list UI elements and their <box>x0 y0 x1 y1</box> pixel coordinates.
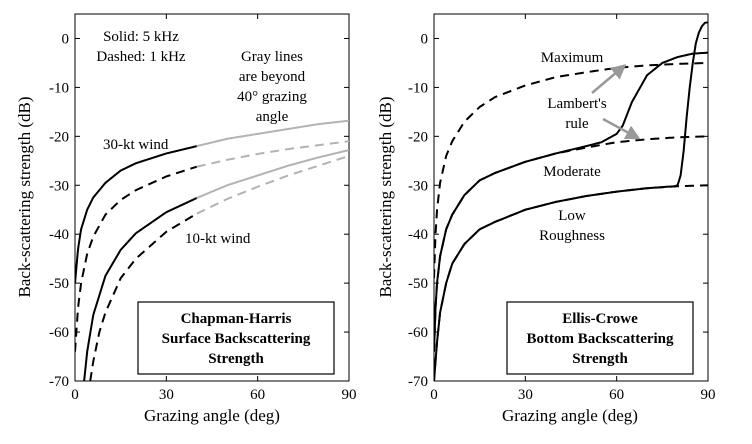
series-30-kt-5khz-beyond-40deg <box>196 119 349 148</box>
left-legend-dashed: Dashed: 1 kHz <box>96 49 185 65</box>
right-box-line2: Bottom Backscattering <box>526 331 674 347</box>
right-box-line1: Ellis-Crowe <box>562 311 638 327</box>
left-note-line2: are beyond <box>239 69 306 85</box>
left-xtick-label: 0 <box>71 387 79 403</box>
left-ylabel: Back-scattering strength (dB) <box>15 96 34 297</box>
left-ytick-label: -30 <box>49 178 69 194</box>
left-note-line3: 40° grazing <box>237 89 307 105</box>
label-maximum: Maximum <box>541 50 604 66</box>
left-note-line4: angle <box>256 109 289 125</box>
right-title-box <box>506 301 694 375</box>
right-series-group <box>434 21 708 381</box>
series-10-kt-1khz-beyond-40deg <box>196 154 349 215</box>
right-xtick-label: 30 <box>518 387 533 403</box>
left-xtick-label: 60 <box>250 387 265 403</box>
left-legend-solid: Solid: 5 kHz <box>103 29 179 45</box>
right-ytick-label: -30 <box>408 178 428 194</box>
lambert-arrow-up <box>591 64 627 94</box>
label-low-line1: Low <box>558 208 586 224</box>
series-low-lambert-line <box>434 21 708 381</box>
right-ytick-label: -50 <box>408 276 428 292</box>
right-axes: 0 30 60 90 0 -10 -20 -30 -40 -50 -60 -70 <box>408 13 716 403</box>
right-box-line3: Strength <box>572 351 628 367</box>
right-ytick-label: -70 <box>408 374 428 390</box>
series-10-kt-5khz-beyond-40deg <box>196 149 349 199</box>
left-ytick-label: -10 <box>49 80 69 96</box>
label-30kt: 30-kt wind <box>103 137 169 153</box>
series-10-kt-1khz-line <box>89 212 198 381</box>
left-ytick-label: -50 <box>49 276 69 292</box>
chart-marks: 0 30 60 900-10-20-30-40-50-60-700 30 60 900-10… <box>49 13 716 403</box>
left-plot-frame <box>74 13 350 382</box>
right-ytick-label: -20 <box>408 129 428 145</box>
left-xlabel: Grazing angle (deg) <box>144 406 280 425</box>
left-title-box <box>137 301 335 375</box>
left-xtick-label: 90 <box>342 387 357 403</box>
series-30-kt-1khz-line <box>75 165 198 352</box>
left-ytick-label: -70 <box>49 374 69 390</box>
right-xtick-label: 0 <box>430 387 438 403</box>
label-low-line2: Roughness <box>539 228 605 244</box>
left-axes: 0 30 60 90 0 -10 -20 -30 -40 -50 -60 -70 <box>49 13 357 403</box>
series-30-kt-1khz-beyond-40deg <box>196 140 349 168</box>
right-ytick-label: 0 <box>421 31 429 47</box>
left-ytick-label: -40 <box>49 227 69 243</box>
right-xtick-label: 90 <box>701 387 716 403</box>
right-panel: Grazing angle (deg) Back-scattering stre… <box>376 50 694 425</box>
left-box-line1: Chapman-Harris <box>181 311 292 327</box>
series-10-kt-5khz-line <box>83 197 198 381</box>
series-moderate-lambert-line <box>434 51 708 352</box>
left-series-group <box>75 119 349 381</box>
left-ytick-label: 0 <box>62 31 70 47</box>
lambert-arrow-down <box>602 117 641 140</box>
label-moderate: Moderate <box>543 164 601 180</box>
right-plot-frame <box>433 13 709 382</box>
right-xlabel: Grazing angle (deg) <box>502 406 638 425</box>
left-ytick-label: -20 <box>49 129 69 145</box>
left-box-line3: Strength <box>208 351 264 367</box>
left-note-line1: Gray lines <box>241 49 303 65</box>
right-ytick-label: -40 <box>408 227 428 243</box>
left-box-line2: Surface Backscattering <box>162 331 311 347</box>
right-ytick-label: -60 <box>408 325 428 341</box>
left-xtick-label: 30 <box>159 387 174 403</box>
label-lambert-line2: rule <box>565 116 589 132</box>
right-ytick-label: -10 <box>408 80 428 96</box>
left-panel: Grazing angle (deg) Back-scattering stre… <box>15 29 335 425</box>
label-lambert-line1: Lambert's <box>547 96 607 112</box>
label-10kt: 10-kt wind <box>185 231 251 247</box>
left-ytick-label: -60 <box>49 325 69 341</box>
series-maximum-line <box>434 61 708 279</box>
right-xtick-label: 60 <box>609 387 624 403</box>
series-30-kt-5khz-line <box>75 145 198 284</box>
right-ylabel: Back-scattering strength (dB) <box>376 96 395 297</box>
